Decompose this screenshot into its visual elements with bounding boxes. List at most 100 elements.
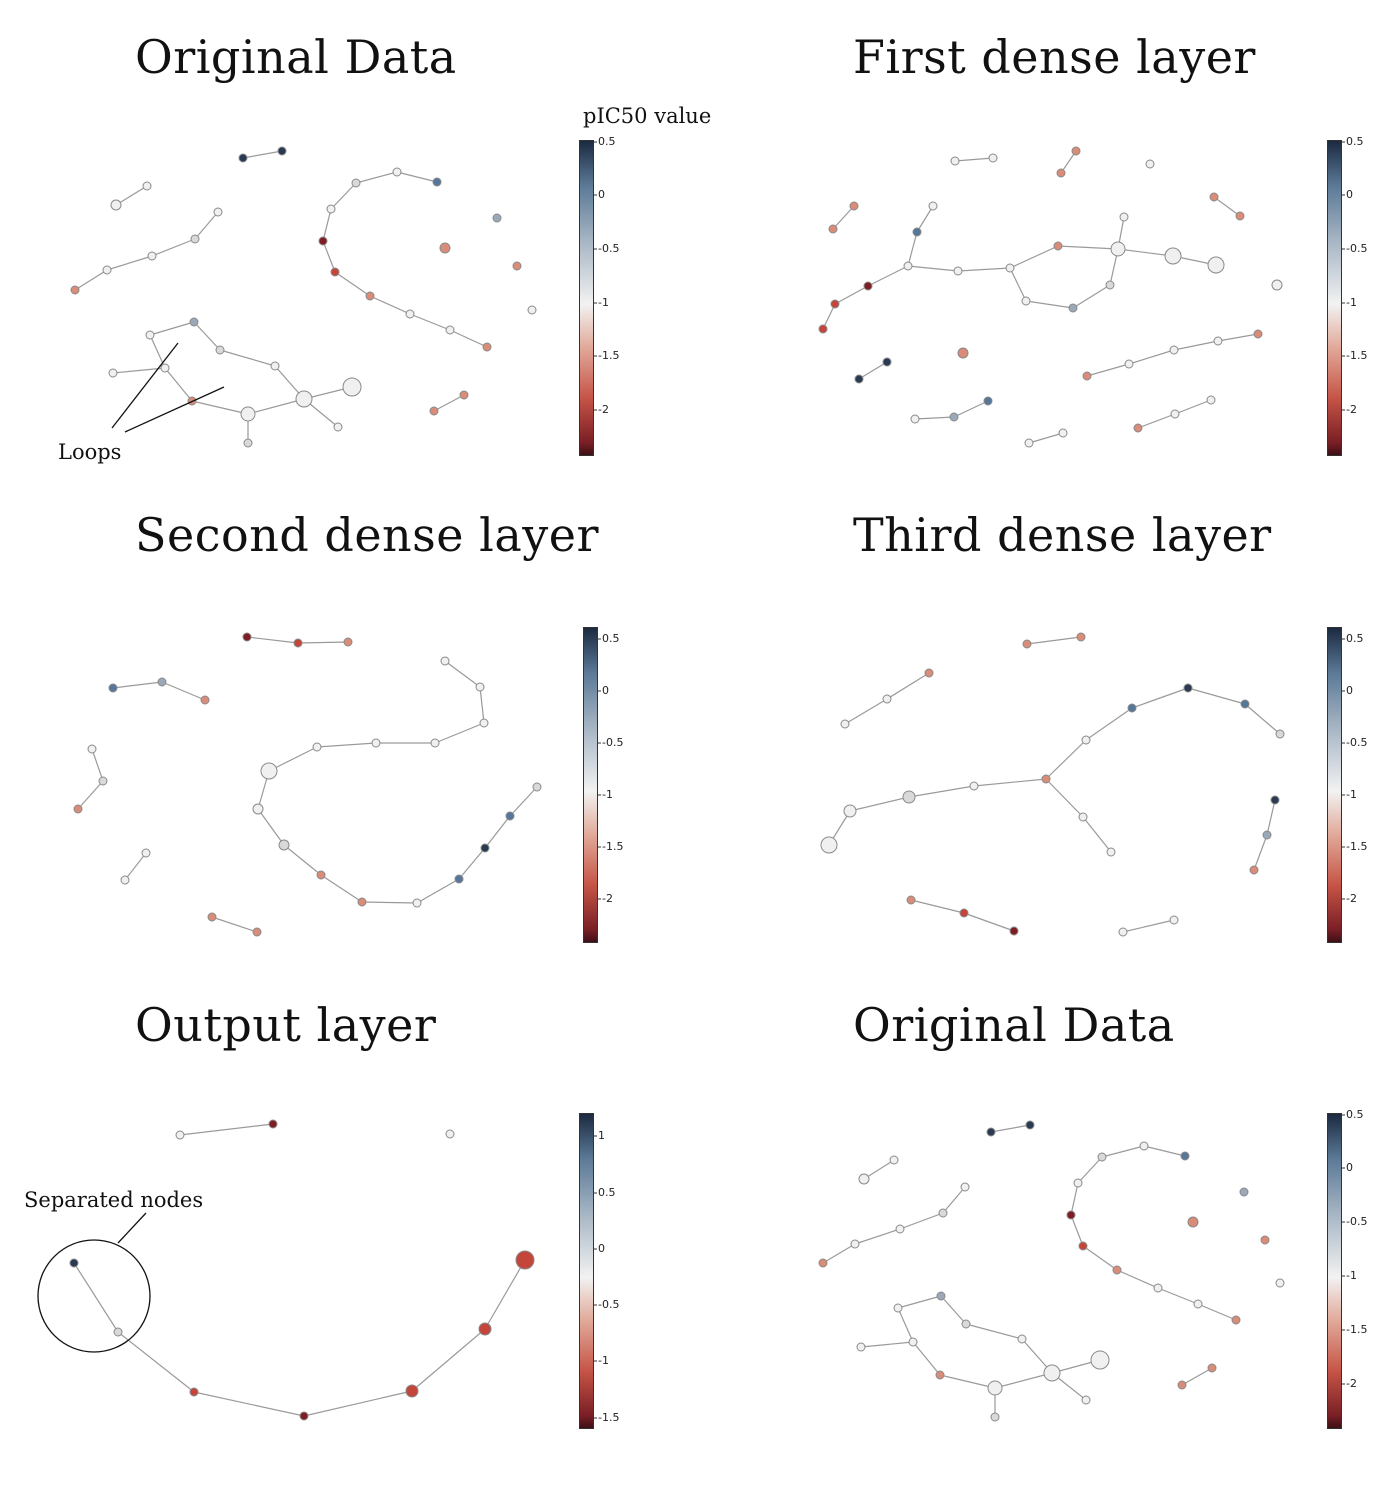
graph-node (512, 261, 522, 271)
loops-annotation: Loops (58, 440, 122, 464)
graph-node (1206, 395, 1216, 405)
graph-node (1106, 847, 1116, 857)
graph-node (299, 1411, 309, 1421)
graph-edge (1266, 799, 1276, 836)
graph-edge (247, 398, 305, 415)
graph-node (849, 201, 859, 211)
graph-node (440, 656, 450, 666)
graph-node (1275, 1278, 1285, 1288)
graph-node (108, 368, 118, 378)
graph-edge (322, 240, 336, 273)
graph-node (1024, 438, 1034, 448)
graph-node (260, 762, 278, 780)
graph-node (238, 153, 248, 163)
graph-edge (963, 912, 1015, 932)
graph-edge (897, 1295, 942, 1309)
tick-label: 0 (598, 1242, 605, 1255)
graph-edge (910, 899, 965, 914)
tick-label: -1 (1346, 1269, 1357, 1282)
graph-node (1260, 1235, 1270, 1245)
graph-node (293, 638, 303, 648)
graph-edge (1070, 1214, 1084, 1247)
graph-node (333, 422, 343, 432)
graph-edge (1082, 816, 1112, 853)
graph-edge (91, 748, 104, 782)
graph-edge (211, 916, 258, 933)
graph-node (479, 718, 489, 728)
graph-edge (942, 1186, 966, 1214)
graph-edge (844, 698, 888, 725)
graph-edge (860, 1341, 914, 1348)
graph-node (200, 695, 210, 705)
graph-node (1177, 1380, 1187, 1390)
graph-node (957, 347, 969, 359)
graph-node (213, 207, 223, 217)
graph-node (1213, 336, 1223, 346)
graph-node (953, 266, 963, 276)
graph-edge (149, 321, 195, 336)
graph-edge (161, 681, 206, 701)
graph-node (405, 1384, 419, 1398)
graph-edge (1116, 1269, 1159, 1289)
graph-node (1056, 168, 1066, 178)
graph-edge (219, 349, 276, 367)
tick-label: -1 (598, 1354, 609, 1367)
graph-node (1041, 774, 1051, 784)
graph-node (843, 804, 857, 818)
graph-node (1081, 735, 1091, 745)
graph-edge (151, 238, 196, 257)
graph-node (1076, 632, 1086, 642)
graph-edge (854, 1228, 901, 1245)
graph-edge (334, 271, 371, 297)
panel-title-output-layer: Output layer (135, 998, 437, 1052)
tick-label: -2 (598, 403, 609, 416)
tick-label: 0 (1346, 188, 1353, 201)
graph-edge (1217, 333, 1259, 342)
graph-edge (1253, 834, 1268, 871)
graph-edge (1174, 399, 1212, 415)
graph-node (142, 181, 152, 191)
graph-node (1169, 345, 1179, 355)
tick-label: -1 (598, 296, 609, 309)
graph-node (1145, 159, 1155, 169)
graph-edge (1045, 739, 1087, 780)
graph-node (318, 236, 328, 246)
colorbar-panel-3 (583, 627, 598, 943)
graph-node (278, 839, 290, 851)
graph-node (961, 1319, 971, 1329)
graph-node (1082, 371, 1092, 381)
graph-edge (1086, 363, 1130, 377)
graph-node (268, 1119, 278, 1129)
graph-node (430, 738, 440, 748)
graph-node (988, 153, 998, 163)
graph-edge (369, 295, 411, 315)
graph-node (1271, 279, 1283, 291)
graph-node (87, 744, 97, 754)
panel-title-first-dense-layer: First dense layer (853, 30, 1256, 84)
graph-node (252, 927, 262, 937)
colorbar-panel-4 (1327, 627, 1342, 943)
graph-node (960, 1182, 970, 1192)
graph-node (215, 345, 225, 355)
graph-edge (115, 185, 148, 206)
graph-node (1073, 1178, 1083, 1188)
graph-node (141, 848, 151, 858)
graph-node (928, 201, 938, 211)
graph-edge (940, 1295, 967, 1325)
tick-label: 0.5 (1346, 135, 1364, 148)
graph-edge (257, 808, 285, 846)
graph-node (1183, 683, 1193, 693)
graph-edge (1026, 636, 1082, 645)
panel-title-second-dense-layer: Second dense layer (135, 508, 599, 562)
graph-node (532, 782, 542, 792)
graph-edge (361, 901, 418, 904)
tick-label: 0.5 (598, 135, 616, 148)
graph-node (1119, 212, 1129, 222)
graph-node (98, 776, 108, 786)
graph-node (1068, 303, 1078, 313)
graph-edge (863, 1159, 895, 1180)
graph-edge (246, 636, 299, 644)
graph-node (1187, 1216, 1199, 1228)
graph-node (1180, 1151, 1190, 1161)
graph-node (818, 324, 828, 334)
